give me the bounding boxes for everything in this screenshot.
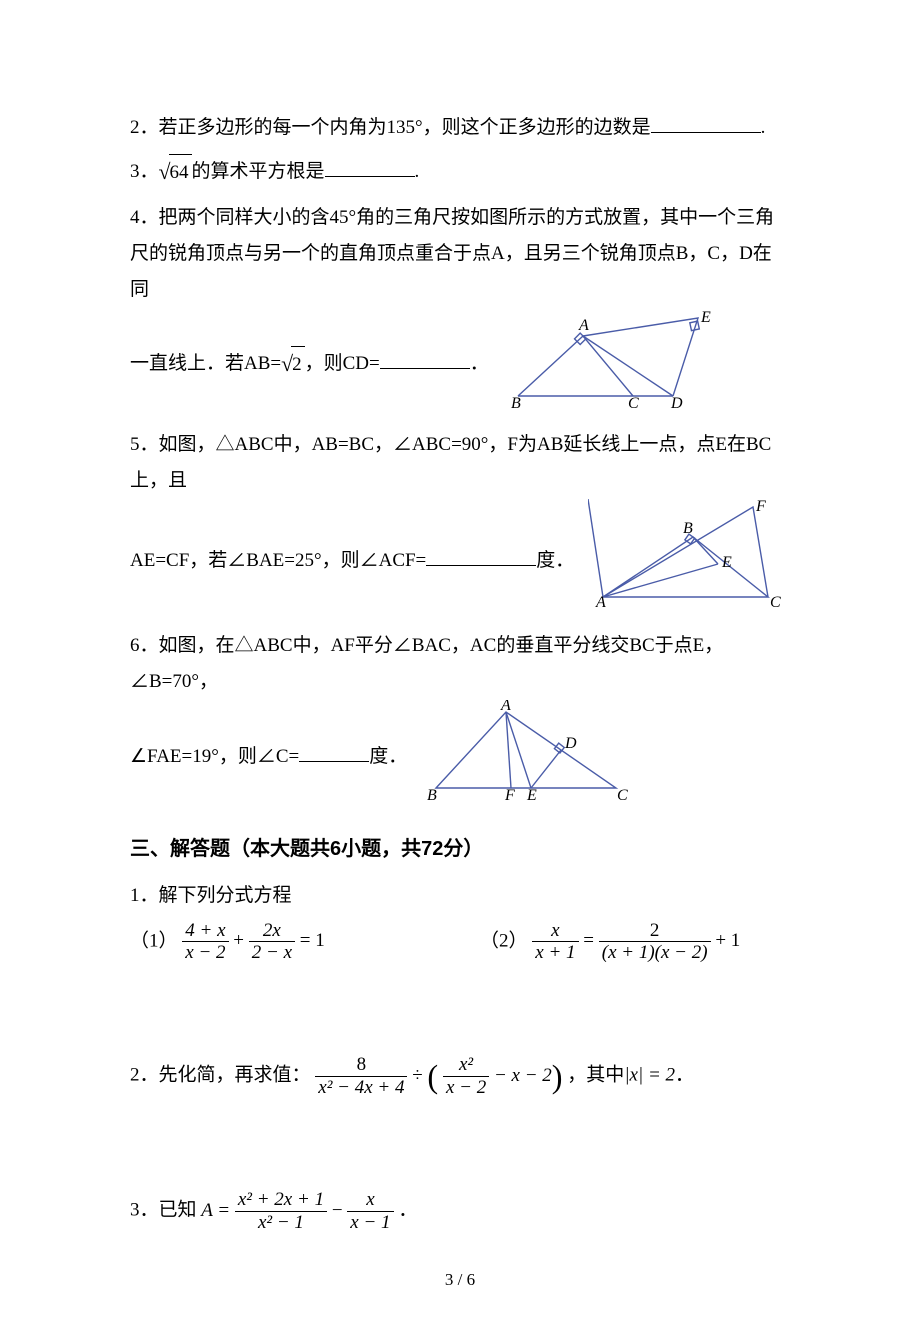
q2-blank — [651, 113, 761, 133]
q3-text-c: . — [415, 161, 420, 182]
q3-text-a: ． — [140, 161, 159, 182]
p2-text-b: ，其中 — [567, 1065, 624, 1086]
q4-period: ． — [470, 353, 489, 374]
problem-3: 3．已知 A = x² + 2x + 1x² − 1 − xx − 1 ． — [130, 1189, 790, 1234]
q4-label-e: E — [700, 309, 711, 326]
q4-num: 4 — [130, 207, 140, 228]
p3-num: 3 — [130, 1200, 140, 1221]
problem-2: 2．先化简，再求值： 8x² − 4x + 4 ÷ ( x²x − 2 − x … — [130, 1054, 790, 1099]
p1-sub2-label: （2） — [480, 930, 528, 951]
q4-text-then: ，则CD= — [305, 353, 380, 374]
question-2: 2．若正多边形的每一个内角为135°，则这个正多边形的边数是. — [130, 110, 790, 146]
p2-fracR: x²x − 2 — [443, 1054, 489, 1099]
sqrt-2: √2 — [281, 344, 305, 386]
p1-frac2a: xx + 1 — [532, 920, 578, 965]
q5-label-b: B — [683, 520, 693, 537]
question-4: 4．把两个同样大小的含45°角的三角尺按如图所示的方式放置，其中一个三角尺的锐角… — [130, 200, 790, 421]
q6-text-b: ∠FAE=19°，则∠C= — [130, 746, 299, 767]
p3-lhs: A = — [201, 1200, 230, 1221]
q5-label-c: C — [770, 594, 781, 609]
q5-text-c: 度． — [536, 550, 574, 571]
q4-line2: 一直线上．若AB=√2，则CD= ． — [130, 344, 489, 386]
q4-figure: A B C D E — [503, 308, 723, 421]
p2-num: 2 — [130, 1065, 140, 1086]
q4-label-a: A — [578, 317, 589, 334]
q6-label-b: B — [427, 787, 437, 800]
p1-frac2b: 2(x + 1)(x − 2) — [599, 920, 711, 965]
p2-text-a: ．先化简，再求值： — [140, 1065, 311, 1086]
q6-figure: A B C D E F — [421, 700, 631, 813]
p3-text-b: ． — [398, 1200, 417, 1221]
p1-sub1: （1） 4 + xx − 2 + 2x2 − x = 1 — [130, 920, 440, 965]
p3-frac1: x² + 2x + 1x² − 1 — [235, 1189, 327, 1234]
q6-label-a: A — [500, 700, 511, 714]
p1-sub1-label: （1） — [130, 930, 178, 951]
problem-1: 1．解下列分式方程 （1） 4 + xx − 2 + 2x2 − x = 1 （… — [130, 878, 790, 965]
q5-line2: AE=CF，若∠BAE=25°，则∠ACF= 度． — [130, 543, 574, 579]
p3-frac2: xx − 1 — [347, 1189, 393, 1234]
q6-label-f: F — [504, 787, 515, 800]
q2-text-b: . — [761, 117, 766, 138]
q6-line2: ∠FAE=19°，则∠C= 度． — [130, 739, 407, 775]
p3-text-a: ．已知 — [140, 1200, 197, 1221]
q3-num: 3 — [130, 161, 140, 182]
p1-sub2: （2） xx + 1 = 2(x + 1)(x − 2) + 1 — [480, 920, 790, 965]
q2-num: 2 — [130, 117, 140, 138]
q2-text-a: ．若正多边形的每一个内角为135°，则这个正多边形的边数是 — [140, 117, 651, 138]
q6-label-e: E — [526, 787, 537, 800]
q4-label-d: D — [670, 395, 683, 408]
q3-text-b: 的算术平方根是 — [192, 161, 325, 182]
q6-text-a: ．如图，在△ABC中，AF平分∠BAC，AC的垂直平分线交BC于点E，∠B=70… — [130, 635, 723, 692]
q5-label-f: F — [755, 499, 766, 515]
q6-label-d: D — [564, 735, 577, 752]
q6-num: 6 — [130, 635, 140, 656]
q6-blank — [299, 742, 369, 762]
page-footer: 3 / 6 — [130, 1264, 790, 1296]
q5-text-b: AE=CF，若∠BAE=25°，则∠ACF= — [130, 550, 426, 571]
question-6: 6．如图，在△ABC中，AF平分∠BAC，AC的垂直平分线交BC于点E，∠B=7… — [130, 628, 790, 813]
q6-label-c: C — [617, 787, 628, 800]
section-3-title: 三、解答题（本大题共6小题，共72分） — [130, 830, 790, 868]
sqrt-64: √64 — [159, 152, 192, 194]
q5-label-e: E — [721, 554, 732, 571]
q6-text-c: 度． — [369, 746, 407, 767]
q4-label-c: C — [628, 395, 639, 408]
q5-text-a: ．如图，△ABC中，AB=BC，∠ABC=90°，F为AB延长线上一点，点E在B… — [130, 434, 771, 491]
q4-label-b: B — [511, 395, 521, 408]
p2-abs: |x| = 2 — [624, 1065, 675, 1086]
p2-tail: − x − 2 — [494, 1065, 552, 1086]
p1-frac1a: 4 + xx − 2 — [182, 920, 228, 965]
p1-text: ．解下列分式方程 — [140, 885, 292, 906]
p1-sub2-rhs: + 1 — [715, 930, 740, 951]
q3-blank — [325, 157, 415, 177]
p1-frac1b: 2x2 − x — [249, 920, 295, 965]
p2-text-c: ． — [675, 1065, 694, 1086]
q5-figure: A B C E F — [588, 499, 788, 622]
q5-blank — [426, 546, 536, 566]
q5-label-a: A — [595, 594, 606, 609]
p2-fracL: 8x² − 4x + 4 — [315, 1054, 407, 1099]
q4-text-line: 一直线上．若AB= — [130, 353, 281, 374]
p1-sub1-rhs: = 1 — [300, 930, 325, 951]
q4-blank — [380, 349, 470, 369]
question-3: 3．√64的算术平方根是. — [130, 152, 790, 194]
q4-text-a: ．把两个同样大小的含45°角的三角尺按如图所示的方式放置，其中一个三角尺的锐角顶… — [130, 207, 774, 300]
question-5: 5．如图，△ABC中，AB=BC，∠ABC=90°，F为AB延长线上一点，点E在… — [130, 427, 790, 622]
q5-num: 5 — [130, 434, 140, 455]
p1-num: 1 — [130, 885, 140, 906]
